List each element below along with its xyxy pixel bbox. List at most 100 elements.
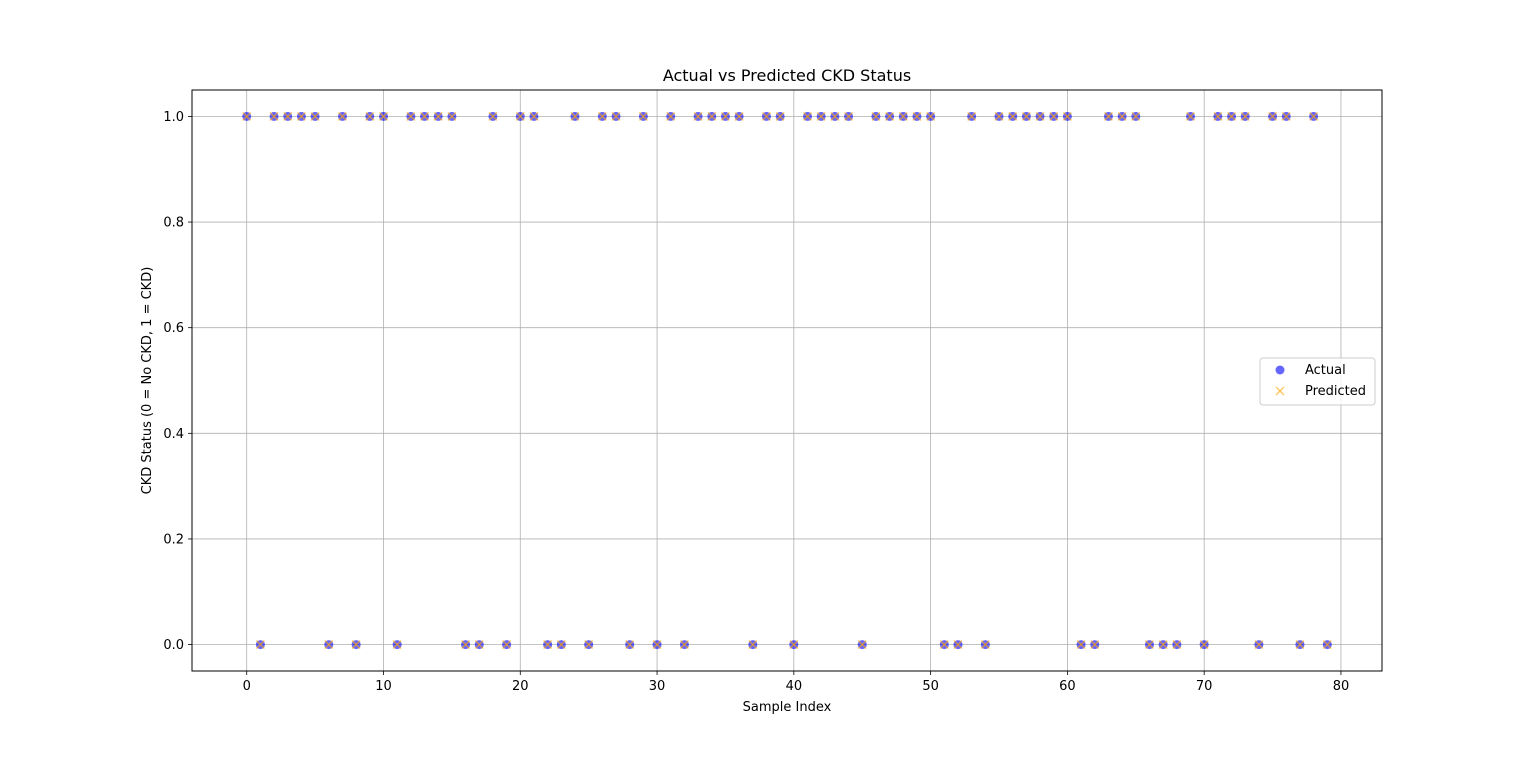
predicted-point	[1035, 111, 1045, 121]
y-tick-label: 0.2	[163, 532, 184, 547]
predicted-point-stroke	[1268, 111, 1278, 121]
predicted-point	[625, 640, 635, 650]
predicted-point-stroke	[447, 111, 457, 121]
predicted-point-stroke	[926, 111, 936, 121]
x-tick-label: 0	[243, 679, 251, 694]
predicted-point-stroke	[980, 640, 990, 650]
predicted-point	[296, 111, 306, 121]
predicted-point-stroke	[461, 640, 471, 650]
predicted-point	[1295, 640, 1305, 650]
predicted-point	[488, 111, 498, 121]
predicted-point	[802, 111, 813, 121]
predicted-point-stroke	[1172, 640, 1182, 650]
predicted-point-stroke	[502, 640, 512, 650]
predicted-point-stroke	[1213, 111, 1223, 121]
predicted-point	[1008, 111, 1018, 121]
predicted-point	[337, 111, 347, 121]
y-tick-label: 0.8	[163, 216, 184, 231]
predicted-point	[447, 111, 457, 121]
predicted-point-stroke	[283, 111, 293, 121]
chart-title: Actual vs Predicted CKD Status	[663, 66, 911, 85]
predicted-point-stroke	[1117, 111, 1127, 121]
predicted-point	[461, 640, 471, 650]
predicted-point	[816, 111, 826, 121]
predicted-point-stroke	[1021, 111, 1031, 121]
predicted-point-stroke	[1103, 111, 1113, 121]
predicted-point-stroke	[693, 111, 703, 121]
x-axis-label: Sample Index	[743, 700, 832, 715]
predicted-point-stroke	[789, 640, 799, 650]
legend-predicted-marker	[1275, 386, 1285, 396]
predicted-point-stroke	[775, 111, 785, 121]
data-points	[242, 111, 1332, 650]
predicted-point-stroke	[1199, 640, 1209, 650]
predicted-point	[365, 111, 375, 121]
predicted-point-stroke	[1240, 111, 1250, 121]
x-tick-label: 30	[649, 679, 666, 694]
predicted-point-stroke	[1144, 640, 1155, 650]
x-tick-label: 40	[786, 679, 803, 694]
predicted-point-stroke	[269, 111, 279, 121]
predicted-point	[1322, 640, 1332, 650]
predicted-point	[1281, 111, 1291, 121]
predicted-point-stroke	[679, 640, 689, 650]
y-axis-label: CKD Status (0 = No CKD, 1 = CKD)	[140, 267, 155, 495]
predicted-point	[584, 640, 594, 650]
predicted-point-stroke	[365, 111, 375, 121]
x-tick-label: 80	[1333, 679, 1350, 694]
predicted-point-stroke	[255, 640, 265, 650]
predicted-point	[406, 111, 416, 121]
predicted-point	[1103, 111, 1113, 121]
predicted-point-stroke	[296, 111, 306, 121]
predicted-point-stroke	[1008, 111, 1018, 121]
predicted-point-stroke	[488, 111, 498, 121]
predicted-point-stroke	[666, 111, 676, 121]
predicted-point	[392, 640, 402, 650]
y-tick-label: 0.4	[163, 427, 184, 442]
predicted-point	[310, 111, 320, 121]
predicted-point-stroke	[597, 111, 607, 121]
predicted-point-stroke	[419, 111, 430, 121]
predicted-point-stroke	[912, 111, 922, 121]
predicted-point-stroke	[556, 640, 566, 650]
predicted-point	[707, 111, 717, 121]
predicted-point-stroke	[324, 640, 334, 650]
predicted-point	[885, 111, 895, 121]
predicted-point	[283, 111, 293, 121]
predicted-point-stroke	[830, 111, 840, 121]
legend-predicted-label: Predicted	[1305, 384, 1366, 399]
predicted-point	[351, 640, 361, 650]
grid-lines	[192, 90, 1382, 671]
predicted-point	[693, 111, 703, 121]
predicted-point-stroke	[761, 111, 772, 121]
predicted-point	[502, 640, 512, 650]
predicted-point	[378, 111, 389, 121]
predicted-point-stroke	[967, 111, 977, 121]
predicted-point-stroke	[310, 111, 320, 121]
legend-predicted-stroke	[1275, 386, 1285, 396]
predicted-point	[1199, 640, 1209, 650]
predicted-point-stroke	[406, 111, 416, 121]
predicted-point-stroke	[871, 111, 881, 121]
predicted-point	[830, 111, 840, 121]
predicted-point-stroke	[816, 111, 826, 121]
predicted-point	[611, 111, 621, 121]
axis-ticks: 0 10 20 30 40 50 60 70 80 0.0 0.2 0.4 0.6 0.8 1.0	[163, 110, 1349, 694]
predicted-point-stroke	[543, 640, 553, 650]
predicted-point-stroke	[1281, 111, 1291, 121]
predicted-point-stroke	[378, 111, 389, 121]
predicted-point	[994, 111, 1004, 121]
predicted-point	[1158, 640, 1168, 650]
predicted-point	[844, 111, 854, 121]
predicted-point	[967, 111, 977, 121]
y-tick-label: 0.0	[163, 638, 184, 653]
predicted-point-stroke	[734, 111, 744, 121]
predicted-point-stroke	[1090, 640, 1100, 650]
predicted-point-stroke	[707, 111, 717, 121]
x-tick-label: 50	[922, 679, 939, 694]
predicted-point	[748, 640, 758, 650]
legend-actual-label: Actual	[1305, 363, 1346, 378]
predicted-point	[1049, 111, 1059, 121]
predicted-point-stroke	[1295, 640, 1305, 650]
